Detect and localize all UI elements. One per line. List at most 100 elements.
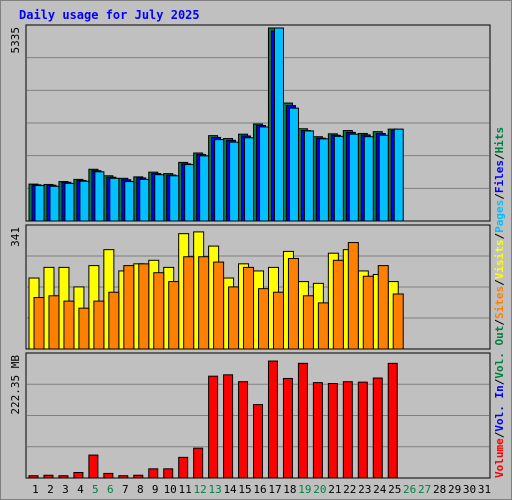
- bar-pages-day-12: [199, 155, 210, 222]
- bar-sites-day-8: [138, 263, 150, 350]
- bar-volume-day-2: [43, 474, 54, 479]
- x-tick-label: 2: [47, 483, 54, 496]
- x-tick-label: 20: [313, 483, 326, 496]
- bar-pages-day-22: [348, 133, 359, 222]
- bar-pages-day-25: [393, 128, 404, 222]
- legend-entry-volume: Volume: [493, 438, 506, 478]
- bar-sites-day-21: [332, 259, 344, 350]
- bar-sites-day-7: [123, 265, 135, 350]
- x-tick-label: 24: [373, 483, 387, 496]
- x-tick-label: 23: [358, 483, 371, 496]
- bar-volume-day-21: [327, 383, 338, 479]
- bar-volume-day-12: [193, 447, 204, 479]
- legend-separator: /: [493, 233, 506, 240]
- bar-pages-day-21: [333, 135, 344, 222]
- legend-separator: /: [493, 319, 506, 326]
- x-tick-label: 11: [179, 483, 192, 496]
- bar-volume-day-7: [118, 475, 129, 479]
- bar-pages-day-15: [244, 137, 255, 222]
- bar-sites-day-13: [213, 261, 225, 350]
- x-tick-label: 14: [223, 483, 237, 496]
- bar-sites-day-9: [153, 272, 165, 350]
- legend-entry-visits: Visits: [493, 240, 506, 280]
- x-tick-label: 17: [268, 483, 281, 496]
- bar-volume-day-25: [387, 362, 398, 479]
- bar-sites-day-18: [287, 258, 299, 350]
- right-legend: Volume/Vol. In/Vol. Out/Sites/Visits/Pag…: [493, 127, 506, 478]
- x-tick-label: 29: [448, 483, 461, 496]
- bar-sites-day-20: [317, 302, 329, 350]
- bar-sites-day-4: [78, 307, 90, 350]
- panel-volume-ymax-label: 222.35 MB: [9, 355, 22, 415]
- panel-visits-sites-ymax-label: 341: [9, 227, 22, 247]
- bar-sites-day-25: [392, 293, 404, 350]
- bar-pages-day-18: [288, 107, 299, 222]
- legend-separator: /: [493, 153, 506, 160]
- legend-entry-pages: Pages: [493, 200, 506, 233]
- bar-sites-day-11: [183, 256, 195, 350]
- x-tick-label: 10: [164, 483, 177, 496]
- bar-volume-day-1: [28, 475, 39, 479]
- x-tick-label: 8: [137, 483, 144, 496]
- bar-sites-day-14: [228, 286, 240, 350]
- bar-sites-day-23: [362, 275, 374, 350]
- bar-pages-day-20: [318, 138, 329, 222]
- x-tick-label: 13: [208, 483, 221, 496]
- legend-entry-hits: Hits: [493, 127, 506, 154]
- bar-pages-day-19: [303, 130, 314, 222]
- bar-sites-day-19: [302, 295, 314, 350]
- legend-entry-sites: Sites: [493, 286, 506, 319]
- bar-volume-day-15: [238, 381, 249, 479]
- bar-volume-day-16: [253, 404, 264, 479]
- bar-volume-day-18: [282, 377, 293, 479]
- bar-pages-day-8: [139, 178, 150, 222]
- x-tick-label: 16: [253, 483, 266, 496]
- bar-volume-day-20: [312, 382, 323, 479]
- bar-volume-day-14: [223, 374, 234, 479]
- bar-volume-day-23: [357, 381, 368, 479]
- bar-pages-day-13: [214, 139, 225, 222]
- bar-sites-day-6: [108, 291, 120, 350]
- x-tick-label: 3: [62, 483, 69, 496]
- bar-sites-day-16: [258, 288, 270, 350]
- x-tick-label: 26: [403, 483, 416, 496]
- bar-sites-day-15: [243, 266, 255, 350]
- x-tick-label: 1: [32, 483, 39, 496]
- x-tick-label: 21: [328, 483, 341, 496]
- bar-pages-day-24: [378, 134, 389, 222]
- x-tick-label: 12: [194, 483, 207, 496]
- x-tick-label: 31: [478, 483, 491, 496]
- bar-pages-day-7: [124, 181, 135, 222]
- bar-pages-day-11: [184, 164, 195, 222]
- bar-pages-day-23: [363, 136, 374, 222]
- bar-pages-day-10: [169, 175, 180, 222]
- x-tick-label: 27: [418, 483, 431, 496]
- bar-pages-day-5: [94, 171, 105, 222]
- bar-volume-day-9: [148, 468, 159, 479]
- x-tick-label: 6: [107, 483, 114, 496]
- bar-pages-day-1: [34, 185, 45, 222]
- x-tick-label: 28: [433, 483, 446, 496]
- bar-volume-day-5: [88, 454, 99, 479]
- bar-volume-day-4: [73, 471, 84, 479]
- bar-sites-day-2: [48, 295, 60, 350]
- x-tick-label: 7: [122, 483, 129, 496]
- bar-pages-day-14: [229, 141, 240, 222]
- x-tick-label: 15: [238, 483, 251, 496]
- bar-sites-day-24: [377, 265, 389, 350]
- legend-separator: /: [493, 378, 506, 385]
- chart-title: Daily usage for July 2025: [19, 8, 200, 22]
- bar-pages-day-9: [154, 174, 165, 222]
- bar-pages-day-17: [273, 27, 284, 222]
- legend-separator: /: [493, 193, 506, 200]
- bar-sites-day-10: [168, 281, 180, 350]
- x-tick-label: 25: [388, 483, 401, 496]
- bar-volume-day-6: [103, 472, 114, 479]
- bar-sites-day-17: [272, 291, 284, 350]
- bar-volume-day-11: [178, 456, 189, 479]
- bar-volume-day-19: [297, 362, 308, 479]
- panel-hits-files-pages-ymax-label: 5335: [9, 27, 22, 54]
- x-tick-label: 18: [283, 483, 296, 496]
- bar-sites-day-5: [93, 300, 105, 350]
